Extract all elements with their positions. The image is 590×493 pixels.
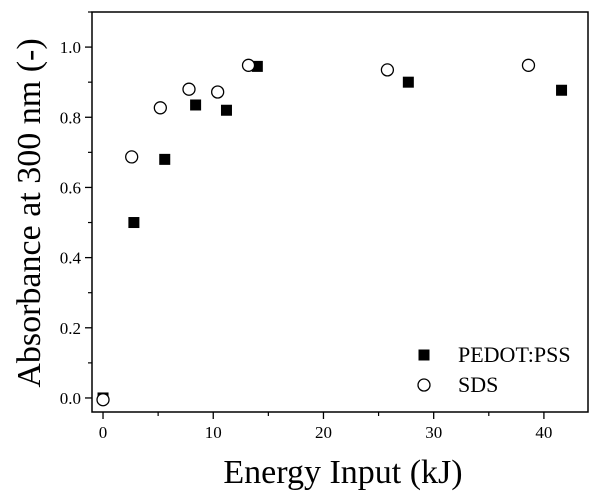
- x-tick-label: 40: [535, 423, 552, 442]
- sds-point: [125, 150, 139, 164]
- pedot-pss-point: [220, 104, 232, 116]
- sds-point: [153, 101, 167, 115]
- y-tick-label: 0.8: [60, 108, 81, 127]
- sds-point: [241, 58, 256, 72]
- pedot-pss-point: [159, 153, 171, 165]
- sds-point: [521, 58, 536, 72]
- x-tick-label: 0: [99, 423, 108, 442]
- pedot-pss-point: [190, 99, 202, 111]
- legend-marker-sds: [417, 378, 431, 392]
- legend: PEDOT:PSS SDS: [417, 342, 571, 397]
- pedot-pss-point: [556, 84, 568, 96]
- y-tick-label: 0.4: [60, 249, 82, 268]
- x-tick-label: 10: [205, 423, 222, 442]
- y-tick-label: 0.2: [60, 319, 81, 338]
- legend-label-sds: SDS: [458, 372, 498, 397]
- y-tick-label: 0.0: [60, 389, 81, 408]
- plot-area: 0 10 20 30 40 0.0 0.2 0.4 0.6 0.8 1.0: [60, 11, 589, 442]
- legend-marker-pedot-pss: [418, 349, 430, 361]
- sds-point: [182, 82, 196, 96]
- pedot-pss-point: [251, 60, 263, 72]
- plot-frame: [91, 11, 589, 413]
- y-tick-label: 0.6: [60, 178, 81, 197]
- x-tick-label: 20: [315, 423, 332, 442]
- sds-point: [380, 63, 395, 77]
- pedot-pss-point: [128, 217, 140, 229]
- x-tick-label: 30: [425, 423, 442, 442]
- y-tick-label: 1.0: [60, 38, 81, 57]
- sds-point: [211, 85, 225, 99]
- sds-point: [96, 393, 110, 407]
- legend-label-pedot-pss: PEDOT:PSS: [458, 342, 571, 367]
- y-axis-title: Absorbance at 300 nm (-): [11, 38, 48, 387]
- data-marks: [96, 58, 568, 407]
- pedot-pss-point: [402, 76, 414, 88]
- x-axis-title: Energy Input (kJ): [223, 454, 462, 491]
